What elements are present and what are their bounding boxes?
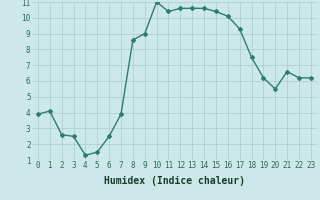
X-axis label: Humidex (Indice chaleur): Humidex (Indice chaleur) [104,176,245,186]
